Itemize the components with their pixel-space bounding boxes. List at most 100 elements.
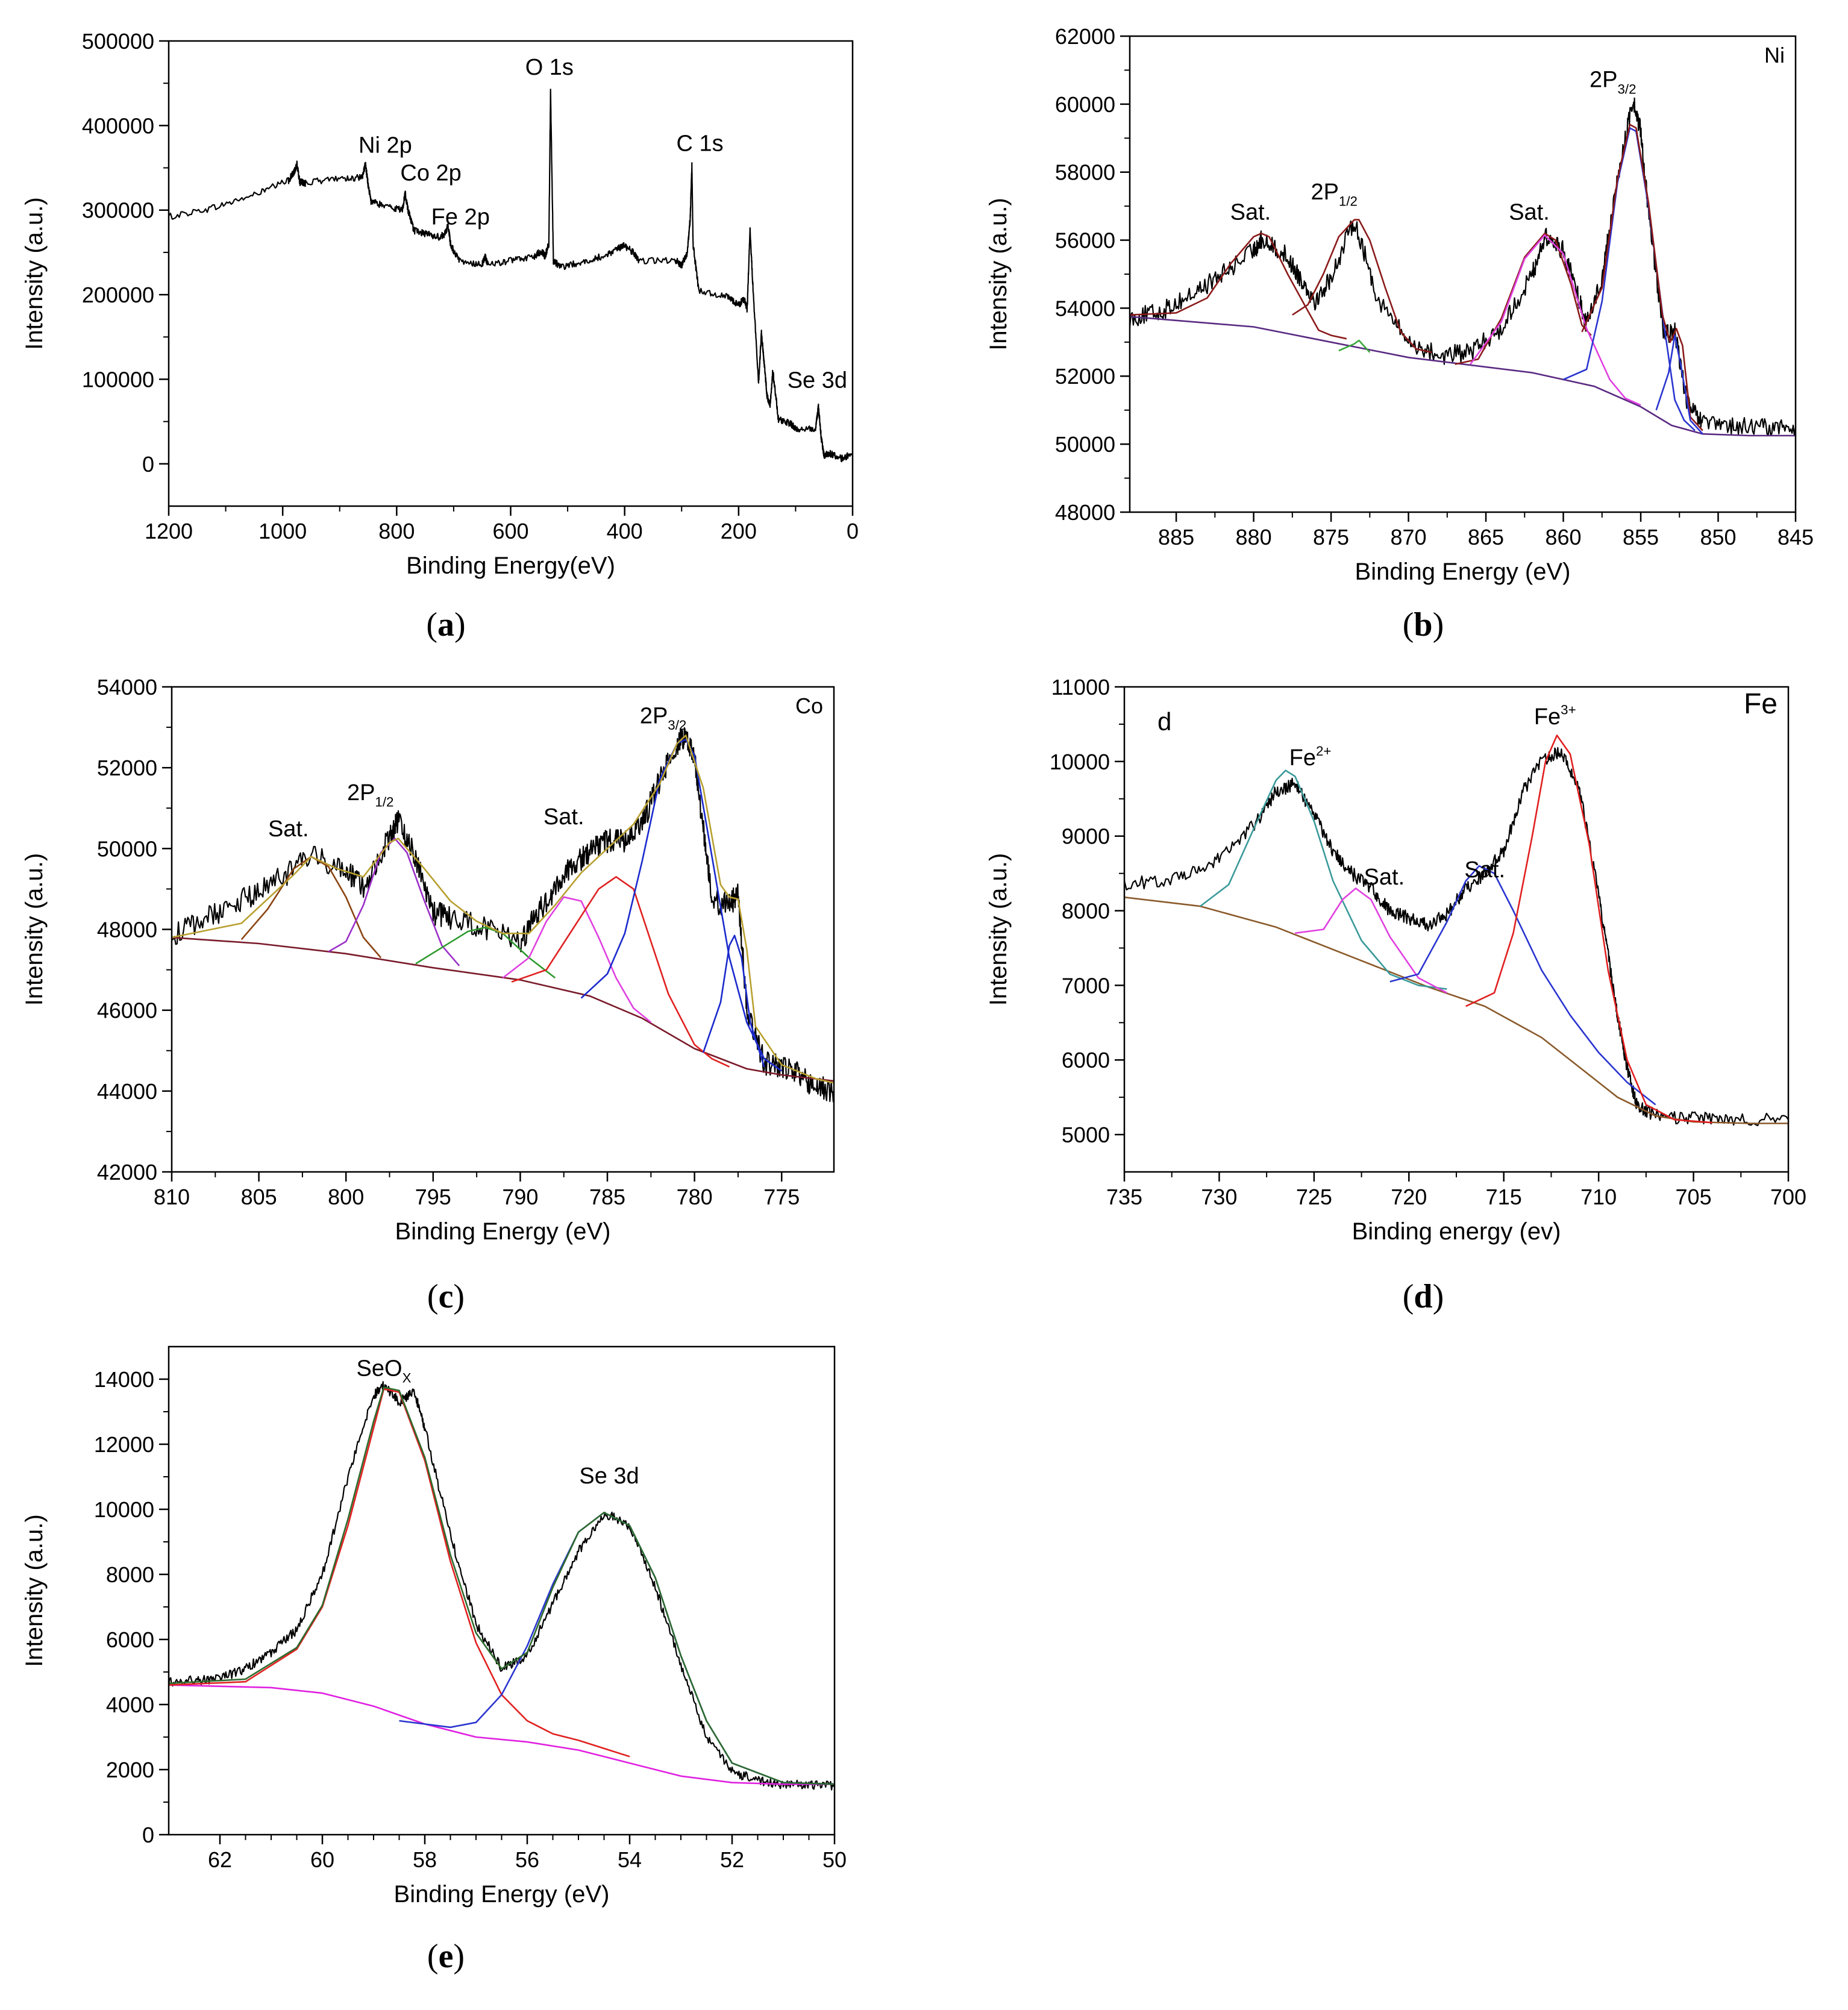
- series-sat-861-fit: [1470, 234, 1641, 406]
- panel-label: d: [1157, 707, 1171, 736]
- peak-label: Sat.: [1364, 865, 1405, 890]
- y-tick-label: 12000: [94, 1432, 154, 1457]
- x-tick-label: 880: [1236, 525, 1272, 549]
- chart-panel-e: 62 60 58 56 54 52 50 0 2000 4000 6000 8000 10000 1200…: [0, 1329, 904, 1934]
- peak-label: 2P1/2: [1311, 180, 1358, 209]
- series-background: [1124, 896, 1788, 1124]
- x-tick-label: 710: [1580, 1185, 1617, 1209]
- x-tick-label: 845: [1778, 525, 1814, 549]
- y-axis-title: Intensity (a.u.): [985, 853, 1012, 1006]
- y-tick-label: 54000: [1055, 296, 1115, 321]
- series-group: [168, 1381, 835, 1791]
- y-tick-label: 6000: [106, 1627, 154, 1652]
- chart-panel-c: 810 805 800 795 790 785 780 775 42000 44000 46000 4…: [0, 669, 904, 1274]
- series-shoulder: [1655, 334, 1703, 435]
- series-Fe3+: [1465, 734, 1713, 1124]
- y-axis-title: Intensity (a.u.): [21, 1514, 48, 1667]
- series-Fe2+: [1200, 769, 1447, 990]
- y-tick-label: 6000: [1062, 1048, 1110, 1072]
- x-axis-title: Binding Energy (eV): [394, 1881, 610, 1908]
- peak-label: 2P1/2: [347, 780, 394, 810]
- series-sat-802: [240, 856, 382, 959]
- peak-label: Sat.: [1230, 200, 1271, 225]
- y-tick-label: 0: [142, 452, 154, 477]
- y-tick-label: 44000: [97, 1079, 157, 1104]
- x-tick-label: 600: [492, 519, 528, 543]
- chart-panel-b: 885 880 875 870 865 860 855 850 845 48000 50000 520…: [964, 0, 1848, 606]
- x-axis-title: Binding Energy (eV): [395, 1218, 611, 1245]
- x-tick-label: 805: [241, 1185, 277, 1209]
- y-axis-title: Intensity (a.u.): [21, 853, 48, 1006]
- x-tick-label: 60: [310, 1847, 334, 1872]
- x-tick-label: 62: [208, 1847, 232, 1872]
- x-tick-label: 885: [1158, 525, 1194, 549]
- x-tick-label: 860: [1545, 525, 1581, 549]
- x-tick-label: 400: [607, 519, 643, 543]
- series-group: [1123, 734, 1789, 1127]
- caption-b: (b): [1402, 606, 1444, 643]
- series-group: [168, 89, 854, 463]
- series-envelope: [168, 1386, 835, 1785]
- x-tick-label: 0: [847, 519, 859, 543]
- chart-panel-d: 735 730 725 720 715 710 705 700 5000 6000 7000 8000…: [964, 669, 1848, 1274]
- series-background: [168, 1684, 835, 1785]
- x-tick-label: 800: [328, 1185, 364, 1209]
- y-tick-label: 52000: [97, 756, 157, 780]
- y-tick-label: 60000: [1055, 92, 1115, 117]
- x-tick-label: 800: [378, 519, 415, 543]
- x-axis-title: Binding Energy(eV): [406, 553, 615, 579]
- series-background: [171, 936, 835, 1082]
- x-tick-label: 700: [1770, 1185, 1806, 1209]
- x-tick-label: 1000: [258, 519, 307, 543]
- x-tick-label: 795: [415, 1185, 451, 1209]
- x-tick-label: 865: [1468, 525, 1504, 549]
- series-2p3/2: [580, 738, 782, 1072]
- x-tick-label: 735: [1106, 1185, 1142, 1209]
- y-tick-label: 0: [142, 1823, 154, 1847]
- series-raw: [168, 1381, 835, 1791]
- plot-frame: [1123, 686, 1790, 1173]
- chart-e: 62 60 58 56 54 52 50 0 2000 4000 6000 8000 10000 1200…: [21, 1345, 847, 1908]
- series-shoulder: [702, 935, 765, 1067]
- series-Se3d: [399, 1512, 835, 1785]
- y-tick-label: 10000: [1050, 750, 1110, 774]
- series-sat-787: [502, 896, 652, 1023]
- series-sat-716: [1389, 865, 1656, 1106]
- y-tick-label: 500000: [82, 29, 154, 54]
- series-green-fit: [415, 926, 556, 979]
- peak-label: Fe3+: [1534, 703, 1576, 730]
- caption-d: (d): [1402, 1278, 1444, 1315]
- caption-e: (e): [427, 1938, 465, 1975]
- x-tick-label: 730: [1201, 1185, 1237, 1209]
- series-SeOx: [168, 1388, 630, 1758]
- peak-label: Sat.: [1509, 200, 1550, 225]
- x-tick-label: 855: [1623, 525, 1659, 549]
- series-sat-880: [1129, 233, 1347, 340]
- series-2p3/2: [1562, 127, 1696, 431]
- peak-label: Se 3d: [579, 1464, 639, 1489]
- x-axis-title: Binding energy (ev): [1352, 1218, 1561, 1245]
- peak-label: 2P3/2: [640, 703, 687, 733]
- y-tick-label: 11000: [1051, 675, 1110, 700]
- y-tick-label: 50000: [97, 836, 157, 861]
- y-tick-label: 56000: [1055, 228, 1115, 253]
- plot-frame: [1129, 35, 1797, 513]
- peak-label: Ni 2p: [359, 133, 412, 158]
- x-tick-label: 56: [515, 1847, 539, 1872]
- series-survey: [168, 89, 854, 463]
- series-group: [171, 727, 835, 1103]
- caption-c: (c): [427, 1278, 465, 1315]
- x-tick-label: 1200: [145, 519, 193, 543]
- chart-a: 1200 1000 800 600 400 200 0 0 100000 200000 300000…: [21, 29, 859, 579]
- y-tick-label: 42000: [97, 1160, 157, 1185]
- y-axis-title: Intensity (a.u.): [985, 198, 1012, 350]
- peak-label: 2P3/2: [1590, 67, 1637, 97]
- series-2p1/2: [328, 838, 460, 966]
- x-tick-label: 725: [1296, 1185, 1332, 1209]
- y-tick-label: 8000: [1062, 898, 1110, 923]
- x-tick-label: 50: [822, 1847, 847, 1872]
- peak-label: Sat.: [543, 804, 584, 830]
- y-tick-label: 48000: [97, 917, 157, 942]
- y-axis-title: Intensity (a.u.): [21, 197, 48, 349]
- series-envelope: [171, 734, 835, 1084]
